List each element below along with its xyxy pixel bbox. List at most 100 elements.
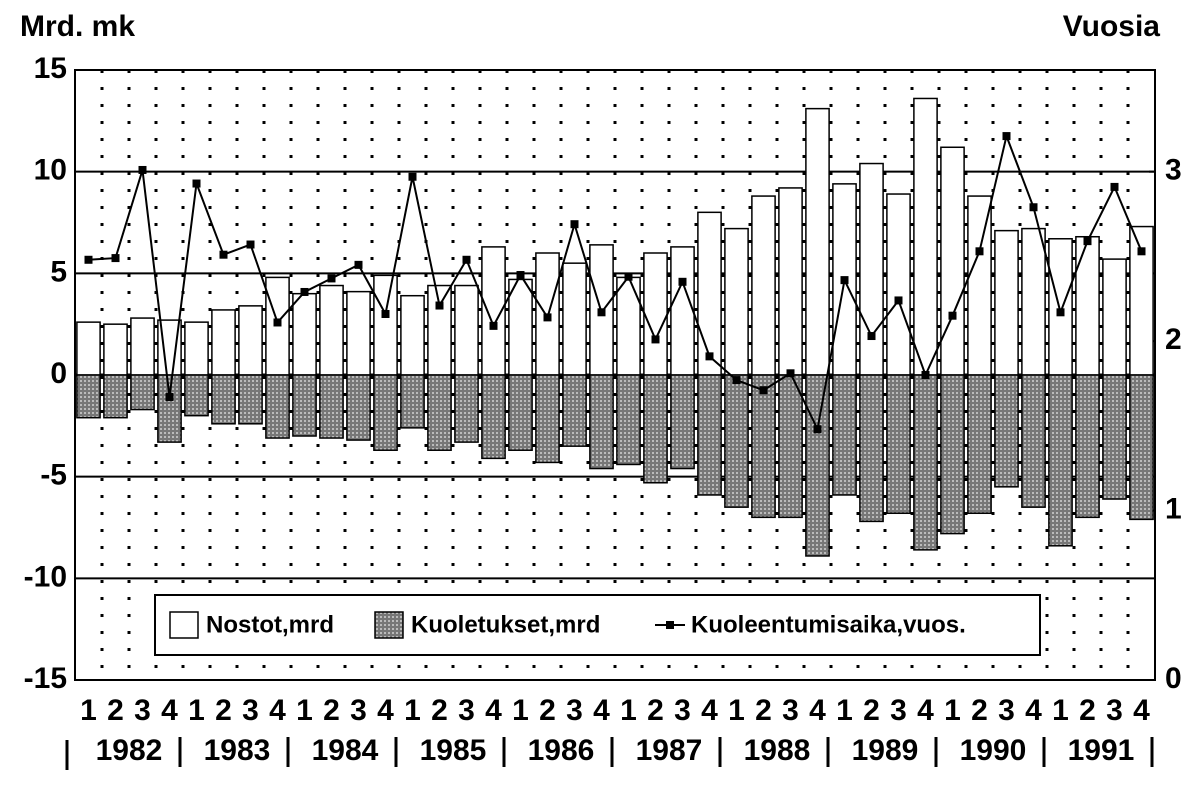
y2-tick-label: 1	[1165, 492, 1182, 525]
bar	[670, 246, 695, 376]
bar	[346, 290, 371, 376]
marker	[840, 276, 849, 285]
marker	[192, 179, 201, 188]
bar	[589, 374, 614, 470]
year-label: 1989	[852, 734, 919, 767]
bar	[886, 193, 911, 376]
x-tick-label: 2	[323, 694, 340, 727]
marker	[624, 272, 633, 281]
x-tick-label: 2	[107, 694, 124, 727]
bar	[535, 374, 560, 464]
bar	[940, 374, 965, 535]
marker	[435, 301, 444, 310]
bar	[481, 374, 506, 460]
y-tick-label: 10	[34, 154, 67, 187]
bar	[130, 374, 155, 411]
marker	[651, 335, 660, 344]
bar	[238, 305, 263, 376]
x-tick-label: 4	[377, 694, 394, 727]
marker	[1137, 247, 1146, 256]
year-label: 1986	[528, 734, 595, 767]
marker	[381, 310, 390, 318]
x-tick-label: 2	[863, 694, 880, 727]
bar	[805, 374, 830, 557]
x-tick-label: 2	[215, 694, 232, 727]
bar	[373, 374, 398, 451]
legend-swatch-marker	[666, 621, 674, 629]
x-tick-label: 3	[1106, 694, 1123, 727]
y-tick-label: 15	[34, 52, 67, 85]
marker	[1083, 237, 1092, 246]
x-tick-label: 1	[188, 694, 205, 727]
x-tick-label: 4	[269, 694, 286, 727]
bar	[643, 374, 668, 484]
bar	[913, 374, 938, 551]
bar	[211, 309, 236, 376]
marker	[1110, 182, 1119, 191]
x-tick-label: 3	[242, 694, 259, 727]
bar	[400, 294, 425, 376]
bar	[508, 278, 533, 376]
year-label: 1985	[420, 734, 487, 767]
x-tick-label: 2	[431, 694, 448, 727]
y2-tick-label: 0	[1165, 662, 1182, 695]
x-tick-label: 3	[566, 694, 583, 727]
bar	[373, 274, 398, 376]
x-tick-label: 4	[701, 694, 718, 727]
line	[88, 132, 1143, 433]
bar	[184, 374, 209, 417]
bar	[76, 321, 101, 376]
x-tick-label: 4	[593, 694, 610, 727]
x-tick-label: 4	[917, 694, 934, 727]
bar	[292, 292, 317, 376]
bar	[130, 317, 155, 376]
year-label: 1988	[744, 734, 811, 767]
x-tick-label: 3	[350, 694, 367, 727]
x-tick-label: 4	[161, 694, 178, 727]
marker	[219, 250, 228, 259]
y2-tick-label: 3	[1165, 154, 1182, 187]
x-tick-label: 4	[1025, 694, 1042, 727]
bar	[805, 107, 830, 376]
x-tick-label: 3	[458, 694, 475, 727]
marker	[948, 311, 957, 320]
y2-tick-label: 2	[1165, 323, 1182, 356]
bar	[724, 374, 749, 508]
bar	[778, 374, 803, 519]
legend-label: Nostot,mrd	[206, 611, 334, 638]
marker	[921, 371, 930, 379]
x-tick-label: 1	[296, 694, 313, 727]
marker	[516, 271, 525, 280]
marker	[597, 308, 606, 317]
x-tick-label: 1	[620, 694, 637, 727]
bar	[1102, 258, 1127, 376]
marker	[165, 393, 174, 402]
bar	[1075, 374, 1100, 519]
marker	[246, 240, 255, 249]
bar	[103, 374, 128, 419]
bar	[1021, 374, 1046, 508]
marker	[813, 425, 822, 434]
marker	[759, 386, 768, 395]
bar	[724, 227, 749, 376]
y-tick-label: 0	[50, 357, 67, 390]
marker	[867, 332, 876, 341]
bar	[1048, 374, 1073, 547]
bar	[238, 374, 263, 425]
x-tick-label: 1	[1052, 694, 1069, 727]
marker	[894, 296, 903, 305]
bar	[508, 374, 533, 451]
bar	[859, 374, 884, 523]
legend-label: Kuoleentumisaika,vuos.	[691, 611, 966, 638]
bar	[103, 323, 128, 376]
marker	[1056, 308, 1065, 317]
bar	[346, 374, 371, 441]
bar	[967, 195, 992, 376]
bar	[697, 211, 722, 376]
x-tick-label: 3	[674, 694, 691, 727]
year-label: 1987	[636, 734, 703, 767]
legend-swatch	[374, 611, 404, 639]
marker	[1029, 203, 1038, 212]
bar	[670, 374, 695, 470]
